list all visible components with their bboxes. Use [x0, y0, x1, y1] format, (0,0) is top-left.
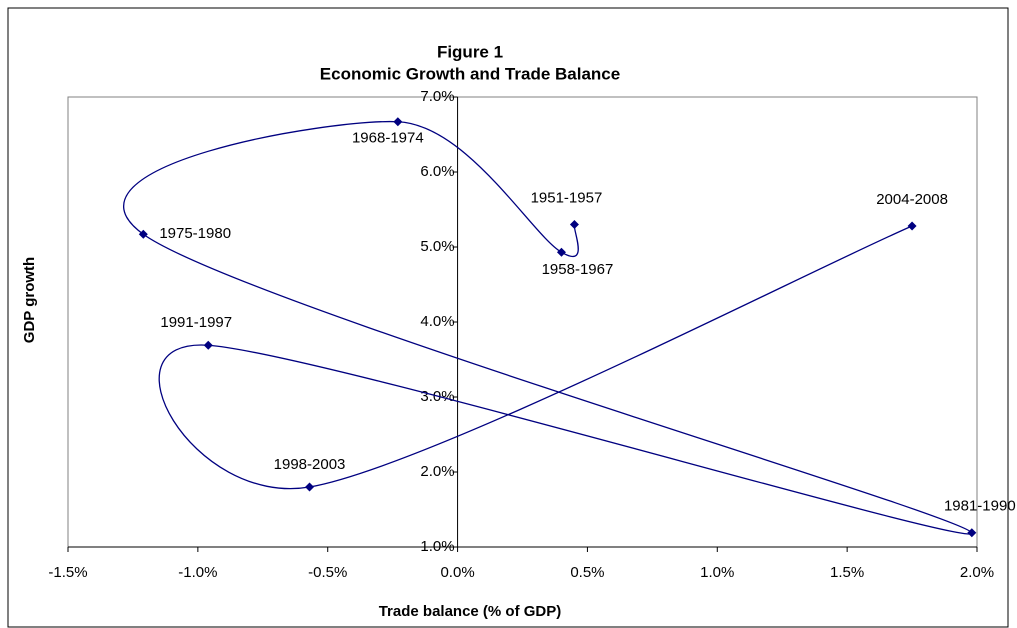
x-tick-label: 0.5% [570, 564, 604, 581]
x-axis-label: Trade balance (% of GDP) [379, 603, 562, 620]
chart-subtitle: Economic Growth and Trade Balance [320, 64, 620, 83]
x-tick-label: 1.5% [830, 564, 864, 581]
point-marker [569, 220, 579, 229]
x-tick-label: -0.5% [308, 564, 347, 581]
y-axis-label: GDP growth [21, 257, 38, 343]
point-marker [907, 221, 917, 231]
y-tick-label: 2.0% [420, 463, 454, 480]
x-tick-label: -1.5% [48, 564, 87, 581]
chart-title: Figure 1 [437, 42, 503, 61]
point-label: 1968-1974 [352, 130, 424, 147]
point-marker [305, 482, 315, 492]
point-label: 1975-1980 [159, 225, 231, 242]
point-marker [138, 229, 148, 239]
y-tick-label: 4.0% [420, 313, 454, 330]
point-label: 2004-2008 [876, 191, 948, 208]
point-marker [967, 528, 977, 538]
point-marker [203, 340, 213, 350]
chart-frame [7, 7, 1009, 628]
y-tick-label: 1.0% [420, 538, 454, 555]
y-tick-label: 6.0% [420, 163, 454, 180]
x-tick-label: -1.0% [178, 564, 217, 581]
y-tick-label: 5.0% [420, 238, 454, 255]
point-label: 1991-1997 [160, 314, 232, 331]
point-marker [556, 247, 566, 257]
point-label: 1951-1957 [531, 189, 603, 206]
point-label: 1958-1967 [542, 261, 614, 278]
point-label: 1998-2003 [274, 456, 346, 473]
point-marker [393, 117, 403, 127]
y-tick-label: 7.0% [420, 88, 454, 105]
x-tick-label: 0.0% [440, 564, 474, 581]
x-tick-label: 1.0% [700, 564, 734, 581]
x-tick-label: 2.0% [960, 564, 994, 581]
point-label: 1981-1990 [944, 498, 1016, 515]
